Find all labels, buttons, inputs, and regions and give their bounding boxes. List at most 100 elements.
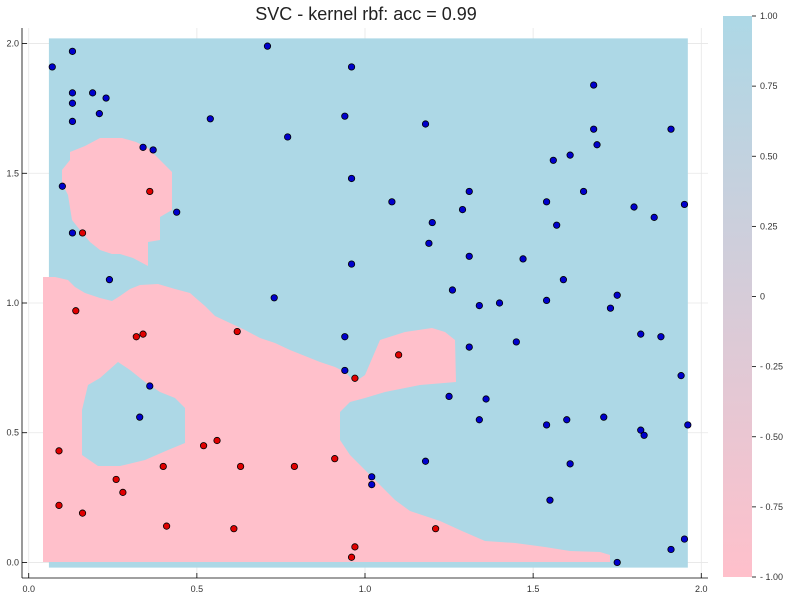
point-positive [684,421,692,429]
point-positive [206,115,214,123]
region-negative-bottom [43,277,610,562]
colorbar-fill [723,16,752,577]
point-positive [553,221,561,229]
point-positive [68,229,77,237]
point-negative [230,525,238,533]
point-positive [566,151,574,159]
point-negative [72,307,80,315]
point-positive [566,460,574,468]
point-positive [428,218,436,227]
plot-area: 0.0 0.5 1.0 1.5 2.0 0.0 0.5 1.0 1.5 2.0 [6,28,708,594]
point-positive [637,330,645,338]
y-tick-label: 0.5 [6,428,19,438]
point-positive [146,382,154,390]
point-positive [613,558,621,567]
point-positive [650,213,658,221]
decision-regions [43,38,688,568]
point-positive [421,120,430,128]
point-positive [563,416,571,424]
point-positive [284,133,292,141]
point-positive [542,421,551,429]
colorbar: 1.00 0.75 0.50 0.25 0 - 0.25 - 0.50 - 0.75 - 1.0… [723,11,783,582]
point-negative [199,442,208,450]
point-positive [667,545,675,554]
point-positive [368,481,376,489]
point-positive [448,286,457,294]
point-positive [600,413,608,421]
point-negative [213,436,221,445]
point-negative [132,333,140,341]
x-tick-label: 0.5 [191,584,204,594]
point-positive [341,112,349,120]
point-positive [475,416,483,424]
colorbar-tick-label: 0.50 [760,151,778,161]
colorbar-tick-label: 0.25 [760,221,778,231]
point-positive [590,81,598,89]
point-positive [593,141,601,149]
point-negative [139,330,147,338]
point-negative [351,543,359,551]
point-positive [95,110,103,118]
point-positive [347,174,356,183]
point-negative [146,187,154,196]
point-negative [395,351,403,359]
point-negative [233,327,241,336]
point-positive [347,63,356,71]
colorbar-tick-label: - 0.50 [760,432,783,442]
point-positive [139,143,147,151]
point-negative [119,488,127,496]
point-positive [559,276,568,284]
point-negative [331,455,339,463]
point-negative [55,447,63,455]
y-tick-label: 1.5 [6,168,19,178]
colorbar-tick-label: 0.75 [760,81,778,91]
point-positive [546,496,554,504]
point-positive [657,333,665,341]
point-negative [290,462,298,471]
point-negative [78,229,87,237]
point-positive [102,94,110,102]
y-tick-label: 1.0 [6,298,19,308]
point-positive [425,239,433,247]
point-positive [680,535,689,543]
point-positive [105,276,114,284]
region-negative-upper [62,138,172,266]
x-tick-label: 0.0 [22,584,35,594]
point-positive [475,301,483,310]
point-positive [519,255,527,263]
colorbar-tick-label: - 1.00 [760,572,783,582]
colorbar-tick-label: 0 [760,292,765,302]
point-positive [630,203,638,211]
axes: 0.0 0.5 1.0 1.5 2.0 0.0 0.5 1.0 1.5 2.0 [6,28,708,594]
point-positive [637,426,645,434]
point-positive [421,457,430,465]
point-positive [613,291,621,299]
point-positive [270,294,278,302]
y-tick-label: 0.0 [6,557,19,567]
point-positive [48,63,56,71]
point-positive [680,200,689,209]
point-positive [89,89,97,97]
chart-title: SVC - kernel rbf: acc = 0.99 [255,4,477,24]
x-tick-label: 2.0 [695,584,708,594]
point-positive [495,299,504,307]
point-positive [388,198,396,206]
data-points [48,42,692,567]
point-negative [351,374,359,382]
point-positive [445,392,453,400]
point-positive [149,146,157,154]
point-negative [159,462,167,471]
point-positive [482,395,490,403]
y-tick-label: 2.0 [6,39,19,49]
x-tick-label: 1.0 [359,584,372,594]
point-positive [465,252,473,260]
point-positive [368,473,376,481]
point-positive [640,431,648,439]
point-positive [590,125,598,133]
point-positive [458,206,467,214]
point-negative [55,501,63,509]
point-positive [465,187,473,196]
point-positive [68,47,77,55]
point-positive [542,296,551,305]
point-positive [677,372,685,380]
